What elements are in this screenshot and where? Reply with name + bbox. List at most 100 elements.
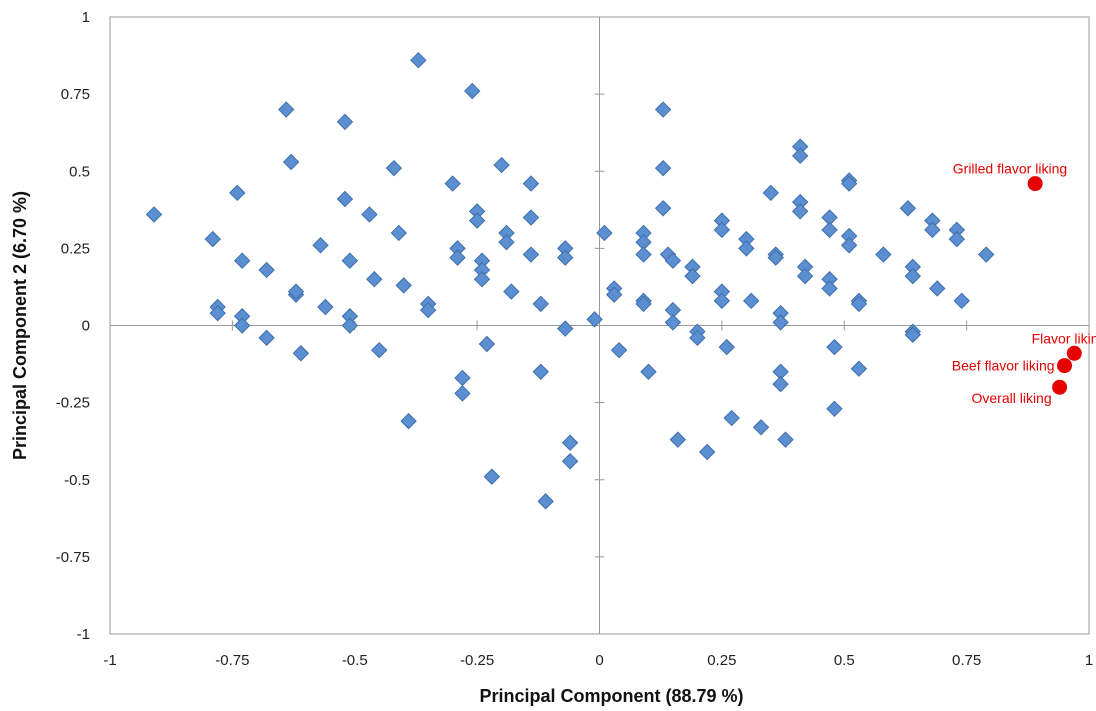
data-point	[610, 341, 628, 359]
x-tick-label: -0.75	[215, 652, 249, 669]
data-point	[483, 468, 501, 485]
highlight-point	[1057, 358, 1073, 374]
data-point	[689, 329, 706, 347]
data-point	[336, 113, 354, 131]
data-point	[654, 200, 672, 217]
data-point	[361, 206, 378, 223]
x-tick-label: 1	[1085, 652, 1093, 669]
y-tick-label: 0.25	[61, 240, 90, 257]
data-point	[366, 271, 383, 288]
data-point	[204, 230, 222, 248]
highlight-point	[1052, 379, 1068, 395]
x-tick-label: 0.25	[707, 652, 736, 669]
data-point	[772, 314, 789, 331]
data-point	[229, 184, 246, 202]
data-point	[410, 51, 427, 69]
data-point	[209, 304, 226, 322]
data-point	[390, 224, 408, 242]
data-point	[821, 221, 838, 239]
data-point	[840, 175, 858, 192]
x-tick-label: -1	[103, 652, 116, 669]
data-point	[282, 153, 300, 171]
data-point	[821, 280, 838, 297]
data-point	[713, 292, 731, 310]
data-point	[468, 212, 486, 229]
data-point	[762, 184, 780, 202]
point-annotation: Beef flavor liking	[952, 358, 1055, 374]
data-point	[929, 280, 946, 297]
data-point	[635, 295, 652, 313]
data-point	[336, 190, 354, 208]
data-point	[953, 292, 970, 310]
data-point	[449, 249, 466, 266]
data-point	[258, 329, 275, 347]
data-point	[796, 267, 814, 285]
data-point	[522, 246, 540, 263]
y-tick-label: -1	[77, 626, 90, 643]
data-point	[924, 221, 941, 239]
data-point	[586, 311, 603, 328]
data-point	[385, 159, 403, 177]
data-point	[791, 147, 809, 165]
y-tick-label: 0.75	[61, 86, 90, 103]
data-point	[503, 283, 520, 300]
data-point	[738, 240, 755, 257]
data-point	[493, 156, 510, 174]
highlight-point	[1027, 176, 1043, 192]
x-axis-title: Principal Component (88.79 %)	[479, 686, 743, 706]
data-point	[654, 101, 672, 118]
y-tick-label: -0.5	[64, 472, 90, 489]
data-point	[233, 252, 251, 269]
x-tick-label: -0.25	[460, 652, 494, 669]
x-tick-label: -0.5	[342, 652, 368, 669]
data-point	[454, 369, 471, 387]
data-point	[561, 453, 579, 470]
data-point	[464, 82, 481, 100]
data-point	[669, 431, 687, 448]
data-point	[395, 277, 412, 294]
data-point	[826, 338, 843, 356]
data-point	[537, 493, 554, 510]
data-point	[341, 252, 359, 269]
y-tick-label: -0.75	[56, 549, 90, 566]
data-point	[473, 271, 491, 288]
data-point	[791, 203, 809, 220]
data-point	[522, 175, 540, 192]
data-point	[454, 385, 471, 402]
y-axis-title: Principal Component 2 (6.70 %)	[10, 191, 30, 460]
data-point	[640, 363, 657, 380]
y-tick-label: -0.25	[56, 395, 90, 412]
data-point	[777, 431, 794, 448]
data-point	[444, 175, 461, 192]
data-point	[723, 409, 740, 427]
data-point	[341, 317, 359, 334]
data-point	[561, 434, 579, 451]
point-annotation: Overall liking	[971, 390, 1051, 406]
data-point	[840, 237, 858, 254]
data-point	[698, 443, 716, 461]
data-point	[605, 286, 623, 303]
data-point	[850, 295, 868, 313]
data-point	[743, 292, 760, 310]
data-point	[145, 206, 163, 223]
data-point	[287, 283, 305, 300]
data-point	[767, 249, 784, 266]
data-point	[904, 326, 921, 343]
x-tick-label: 0	[595, 652, 603, 669]
data-point	[312, 237, 329, 254]
data-point	[875, 246, 892, 263]
data-point	[371, 341, 388, 359]
data-point	[498, 233, 515, 251]
data-point	[899, 200, 917, 217]
data-point	[635, 246, 652, 263]
data-point	[718, 338, 735, 356]
data-point	[278, 101, 295, 118]
data-point	[292, 345, 310, 362]
data-point	[713, 221, 731, 239]
data-point	[258, 261, 275, 279]
data-point	[532, 363, 549, 380]
data-point	[478, 335, 496, 353]
data-point	[948, 230, 966, 248]
data-point	[400, 412, 417, 430]
